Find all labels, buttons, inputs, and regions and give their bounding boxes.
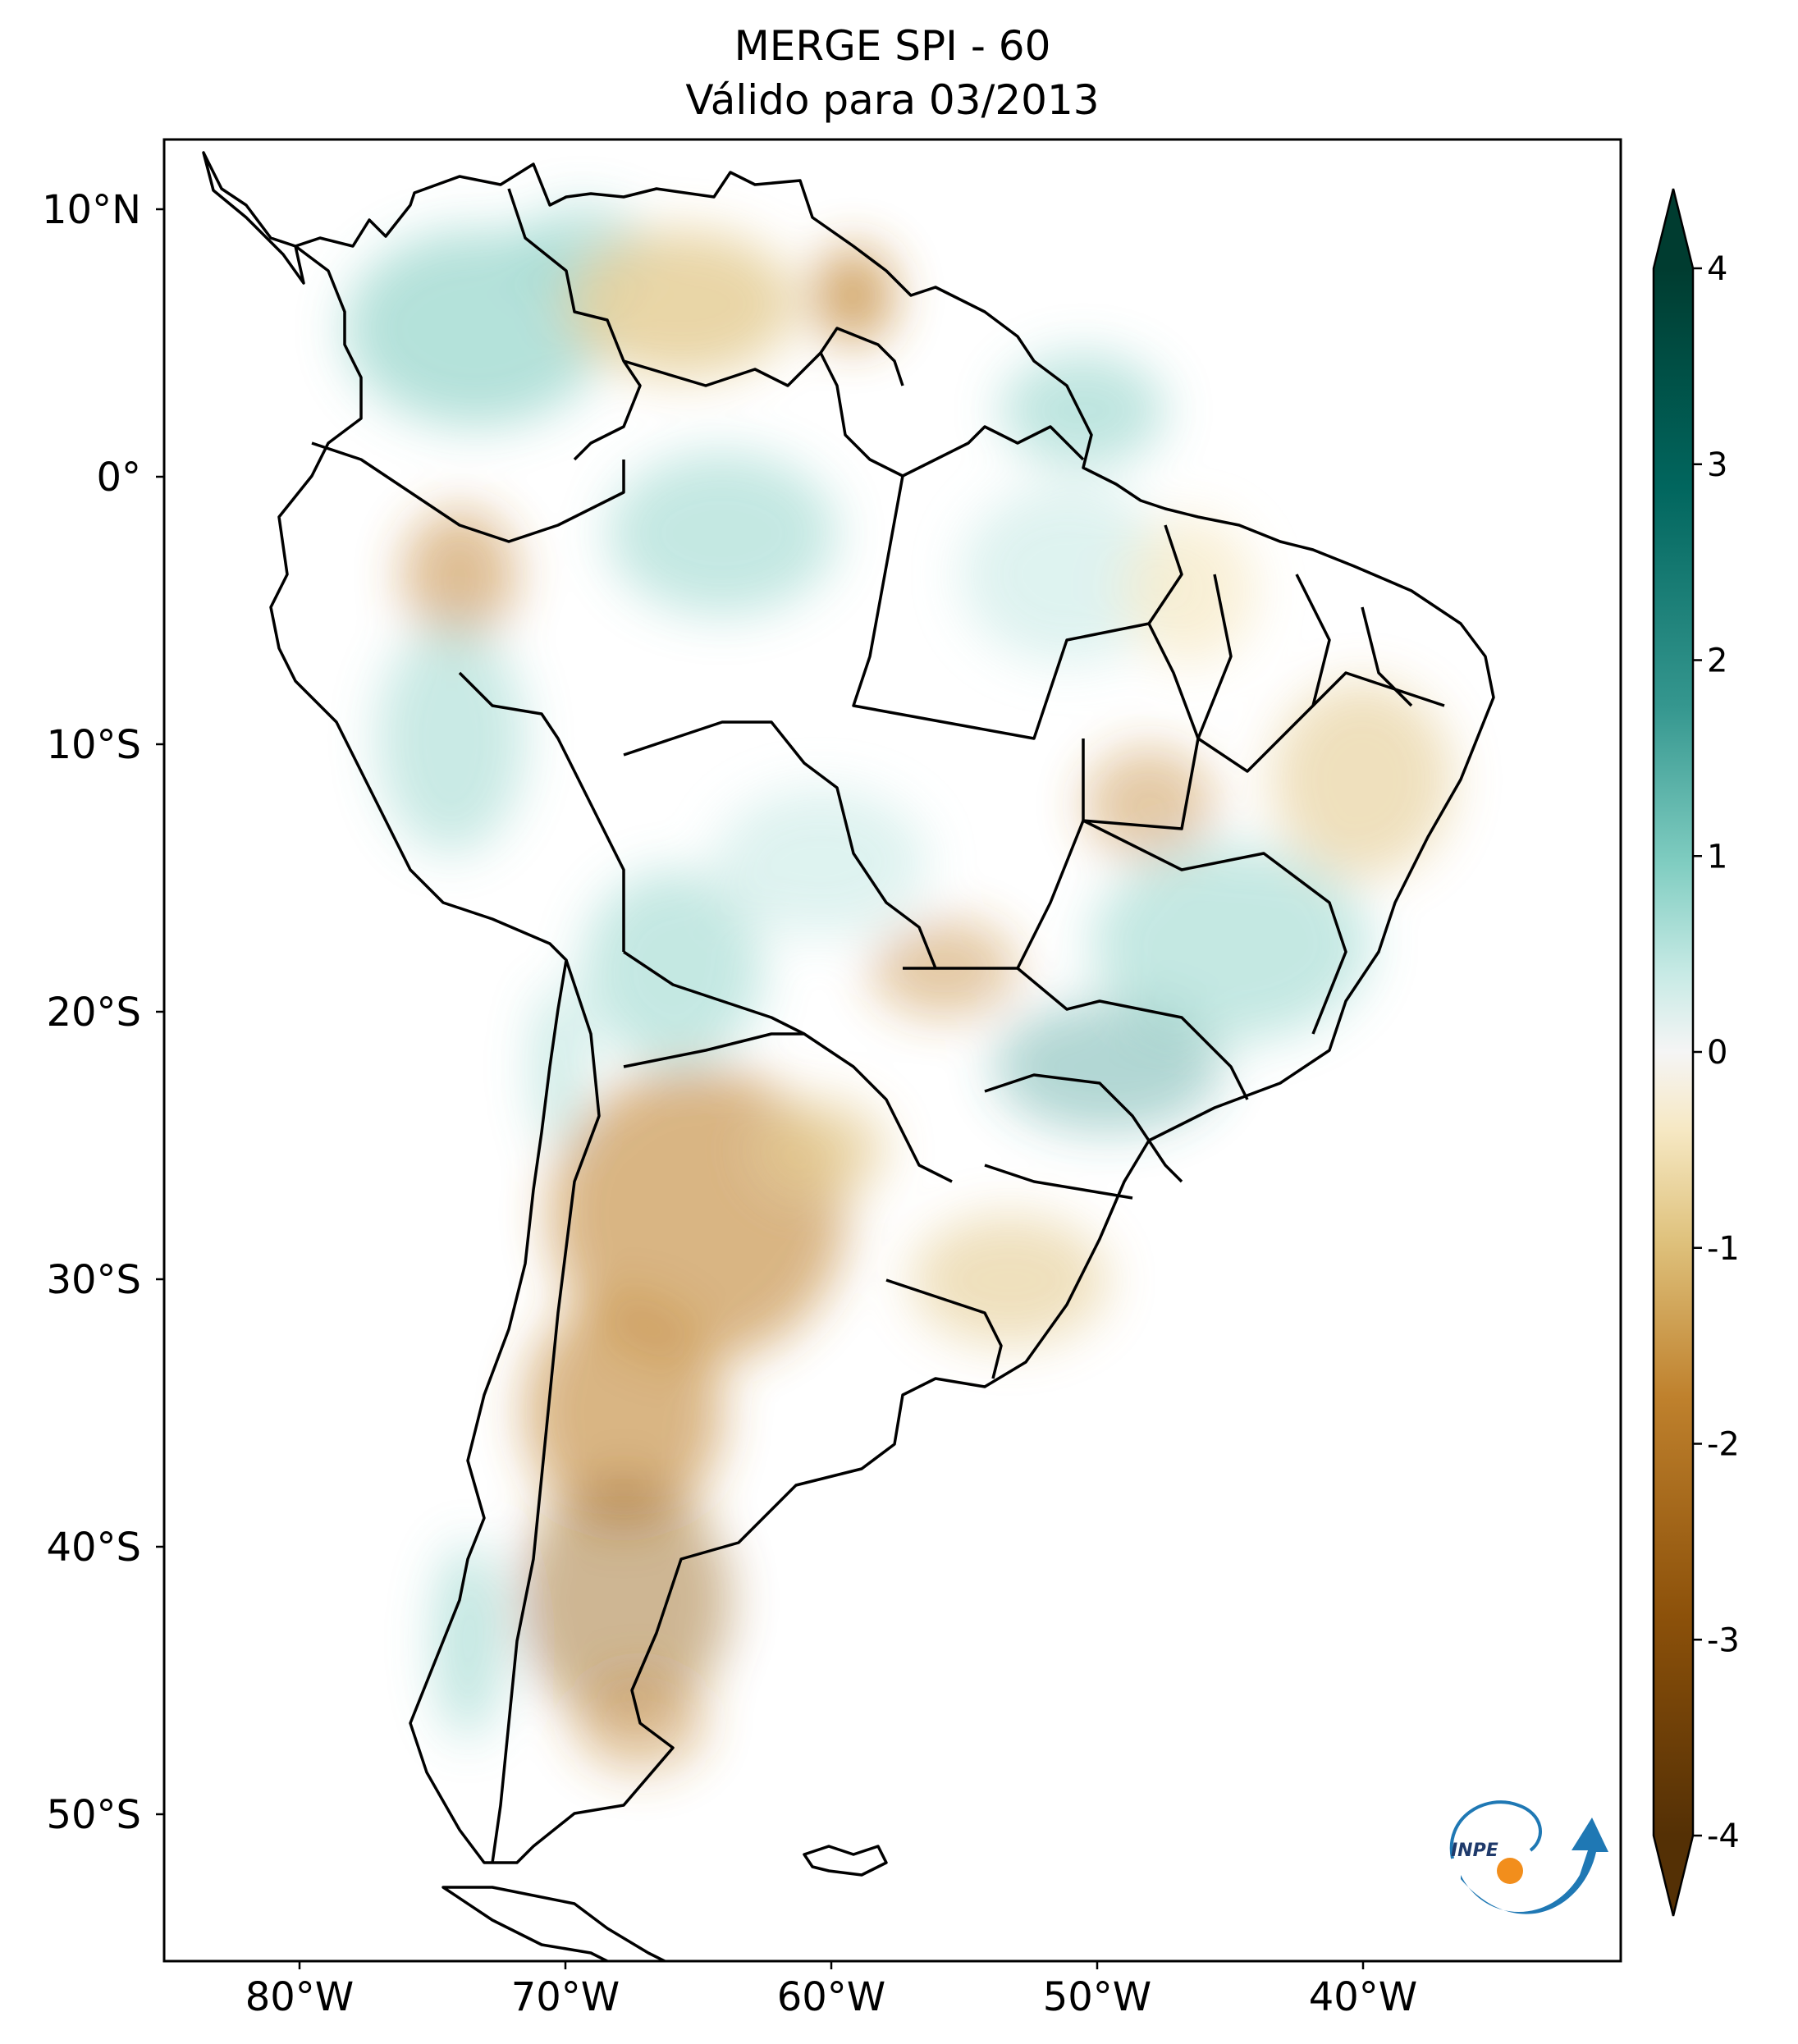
brazil-states-6: [984, 1164, 1133, 1200]
map-frame: [162, 138, 1622, 1963]
longitude-axis: 80°W 70°W 60°W 50°W 40°W: [245, 1961, 1418, 2020]
map-title: MERGE SPI - 60: [734, 22, 1051, 70]
logo-swoosh-icon: [1461, 1818, 1608, 1914]
latitude-axis: 10°N 0° 10°S 20°S 30°S 40°S 50°S: [42, 187, 164, 1838]
brazil-states-1: [852, 475, 1183, 740]
colorbar-ticks: 4 3 2 1 0 -1 -2 -3 -4: [1693, 250, 1740, 1855]
border-peru-brazil: [458, 671, 625, 952]
lon-tick-label: 50°W: [1043, 1974, 1152, 2020]
logo-sun-icon: [1497, 1858, 1523, 1884]
falklands: [803, 1845, 888, 1877]
lat-tick-label: 40°S: [46, 1525, 141, 1571]
colorbar-tick-label: -2: [1707, 1426, 1740, 1464]
colorbar-tick-label: -4: [1707, 1818, 1740, 1855]
tierra-del-fuego: [441, 1886, 668, 1961]
colorbar-tick-label: 4: [1707, 250, 1727, 288]
lat-tick-label: 30°S: [46, 1257, 141, 1303]
logo-text: INPE: [1451, 1841, 1498, 1861]
border-argentina-paraguay: [623, 1032, 953, 1183]
brazil-states-4: [903, 967, 1249, 1100]
colorbar-min-extend: [1654, 1836, 1693, 1916]
border-colombia-venezuela: [507, 188, 642, 461]
country-borders: [202, 151, 1495, 1961]
border-bolivia-paraguay: [623, 950, 805, 1036]
lat-tick-label: 20°S: [46, 990, 141, 1036]
colorbar-tick-label: -3: [1707, 1621, 1740, 1659]
lon-tick-label: 80°W: [245, 1974, 355, 2020]
map-subtitle: Válido para 03/2013: [685, 76, 1100, 124]
lon-tick-label: 70°W: [511, 1974, 620, 2020]
lat-tick-label: 0°: [96, 455, 141, 501]
border-uruguay: [885, 1278, 1003, 1379]
lat-tick-label: 10°S: [46, 722, 141, 768]
brazil-states-8: [1295, 574, 1413, 707]
brazil-states-2: [1082, 623, 1200, 830]
border-brazil-bolivia: [623, 720, 937, 969]
colorbar-tick-label: 1: [1707, 838, 1727, 876]
lat-tick-label: 50°S: [46, 1792, 141, 1838]
colorbar: 4 3 2 1 0 -1 -2 -3 -4: [1652, 188, 1740, 1917]
brazil-states-3: [1016, 819, 1347, 1035]
colorbar-gradient: [1654, 268, 1693, 1836]
inpe-logo: INPE: [1449, 1800, 1608, 1914]
border-argentina-chile: [491, 959, 601, 1863]
brazil-states-7: [1196, 574, 1445, 773]
colorbar-tick-label: 2: [1707, 642, 1727, 680]
lat-tick-label: 10°N: [42, 187, 141, 233]
border-guyana: [819, 352, 1085, 478]
colorbar-tick-label: 0: [1707, 1034, 1727, 1072]
border-colombia-peru: [311, 441, 625, 543]
colorbar-max-extend: [1654, 189, 1693, 268]
south-america-coastline: [202, 151, 1495, 1864]
lon-tick-label: 40°W: [1309, 1974, 1418, 2020]
colorbar-tick-label: -1: [1707, 1230, 1740, 1268]
brazil-states-5: [984, 1073, 1183, 1183]
spi-field: [345, 205, 1453, 1772]
colorbar-tick-label: 3: [1707, 446, 1727, 484]
logo-orbit-arc: [1449, 1800, 1542, 1859]
lon-tick-label: 60°W: [777, 1974, 886, 2020]
